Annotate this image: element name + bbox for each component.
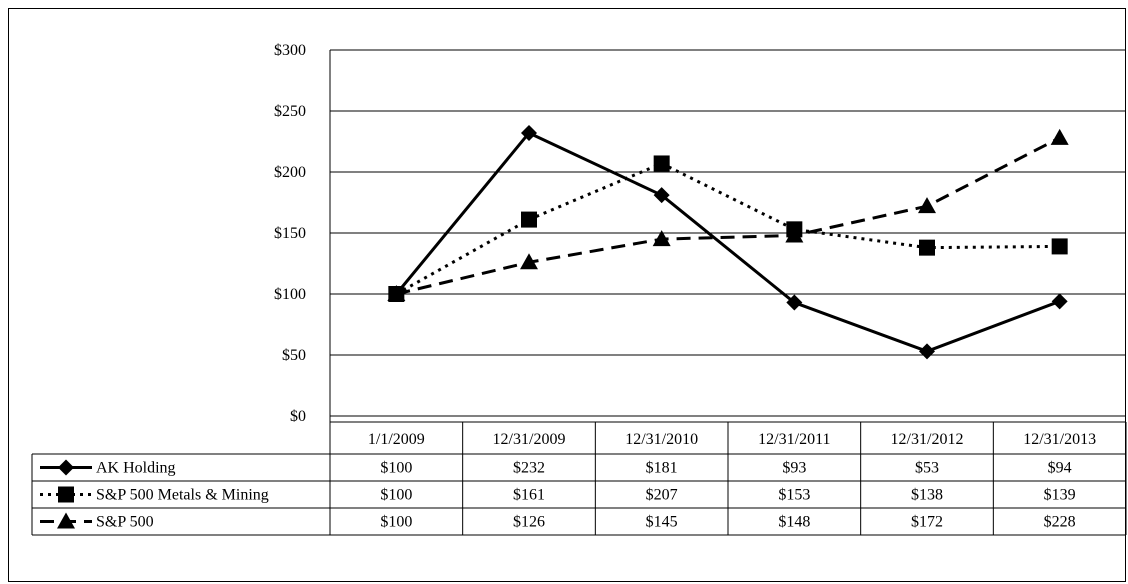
y-tick-label: $150	[274, 225, 306, 242]
x-category-label: 12/31/2013	[1023, 431, 1096, 448]
data-label: $161	[513, 487, 545, 504]
data-point	[1050, 128, 1069, 145]
y-tick-label: $100	[274, 286, 306, 303]
data-point	[919, 239, 935, 256]
data-point	[387, 285, 406, 301]
series-markers	[387, 124, 1069, 360]
data-label: $207	[646, 487, 678, 504]
data-label: $153	[778, 487, 810, 504]
series-name: S&P 500	[96, 514, 154, 531]
x-category-label: 12/31/2011	[758, 431, 830, 448]
data-point	[919, 343, 935, 360]
data-label: $126	[513, 514, 545, 531]
data-label: $181	[646, 460, 678, 477]
gridlines	[329, 49, 1126, 417]
y-tick-label: $0	[290, 408, 306, 425]
data-label: $100	[380, 487, 412, 504]
data-label: $100	[380, 514, 412, 531]
x-category-label: 12/31/2009	[493, 431, 566, 448]
y-axis-ticks: $0 $50 $100 $150 $200 $250 $300	[274, 42, 306, 425]
y-tick-label: $300	[274, 42, 306, 59]
x-category-label: 1/1/2009	[368, 431, 425, 448]
data-point	[786, 294, 803, 311]
legend-marker	[57, 512, 75, 529]
data-point	[918, 197, 936, 214]
y-tick-label: $50	[282, 347, 306, 364]
data-label: $93	[782, 460, 806, 477]
series-line	[395, 161, 1060, 296]
series-name: AK Holding	[96, 460, 176, 477]
data-point	[1051, 293, 1068, 310]
data-point	[1051, 238, 1068, 255]
y-tick-label: $250	[274, 103, 306, 120]
series-line	[395, 136, 1061, 296]
series-name: S&P 500 Metals & Mining	[96, 487, 269, 504]
data-label: $100	[380, 460, 412, 477]
data-label: $228	[1044, 514, 1076, 531]
data-point	[521, 211, 537, 228]
data-point	[653, 155, 670, 172]
data-point	[785, 226, 804, 243]
x-category-label: 12/31/2012	[891, 431, 964, 448]
data-point	[653, 187, 670, 204]
data-label: $145	[646, 514, 678, 531]
legend-marker	[58, 486, 74, 503]
series-lines	[395, 131, 1061, 353]
data-label: $172	[911, 514, 943, 531]
data-point	[521, 124, 537, 141]
data-table: 1/1/2009 12/31/2009 12/31/2010 12/31/2011 12…	[31, 416, 1127, 536]
data-label: $53	[915, 460, 939, 477]
series-line	[395, 131, 1061, 353]
data-label: $232	[513, 460, 545, 477]
data-label: $139	[1044, 487, 1076, 504]
data-label: $148	[778, 514, 810, 531]
x-category-label: 12/31/2010	[625, 431, 698, 448]
chart-frame	[8, 8, 1126, 582]
legend-marker	[58, 459, 74, 476]
data-point	[520, 253, 538, 270]
data-label: $138	[911, 487, 943, 504]
data-point	[652, 230, 671, 247]
data-label: $94	[1048, 460, 1072, 477]
y-tick-label: $200	[274, 164, 306, 181]
